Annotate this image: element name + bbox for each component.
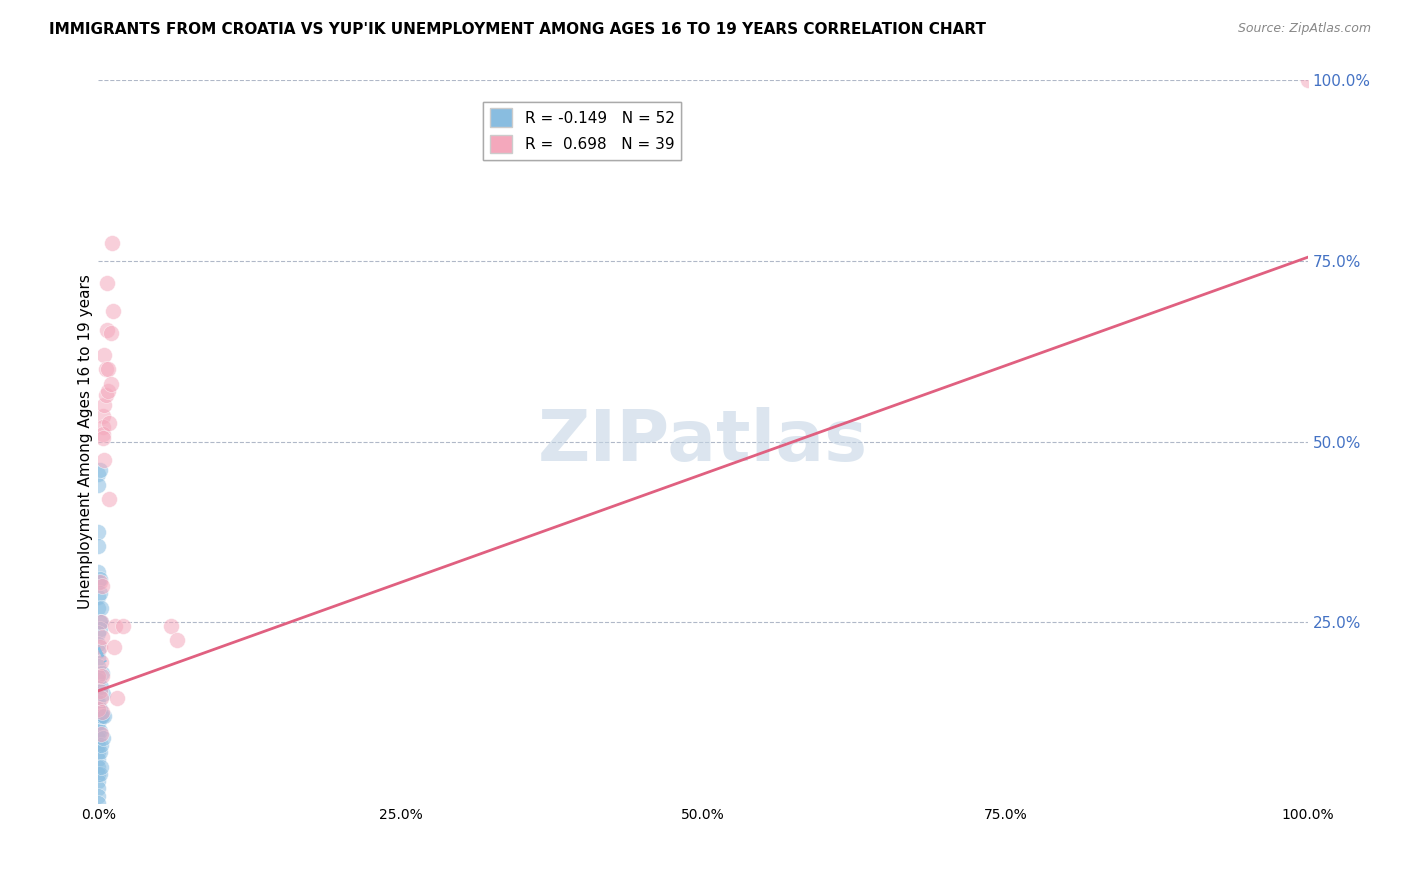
Point <box>96 276 118 290</box>
Point <box>87 716 110 731</box>
Point <box>96 322 118 336</box>
Point <box>87 651 110 665</box>
Point <box>87 723 110 738</box>
Text: ZIPatlas: ZIPatlas <box>538 407 868 476</box>
Point <box>91 706 114 720</box>
Point <box>90 691 112 706</box>
Point <box>87 774 110 789</box>
Point <box>100 326 122 340</box>
Point <box>91 431 114 445</box>
Point <box>91 731 114 745</box>
Point <box>90 615 112 630</box>
Point <box>89 745 111 759</box>
Point <box>87 702 110 716</box>
Point <box>100 376 122 391</box>
Point <box>89 572 111 586</box>
Point <box>87 644 110 658</box>
Point <box>94 362 117 376</box>
Point <box>87 467 110 481</box>
Point <box>93 398 115 412</box>
Point <box>91 579 114 593</box>
Point <box>87 673 110 687</box>
Point <box>91 427 114 442</box>
Point <box>91 409 114 424</box>
Point <box>90 738 112 752</box>
Point <box>91 669 114 683</box>
Text: IMMIGRANTS FROM CROATIA VS YUP'IK UNEMPLOYMENT AMONG AGES 16 TO 19 YEARS CORRELA: IMMIGRANTS FROM CROATIA VS YUP'IK UNEMPL… <box>49 22 986 37</box>
Point <box>93 709 115 723</box>
Point <box>89 615 111 630</box>
Point <box>89 723 111 738</box>
Point <box>111 619 134 633</box>
Point <box>91 687 114 701</box>
Point <box>94 387 117 401</box>
Point <box>90 615 112 630</box>
Point <box>89 640 111 655</box>
Point <box>87 709 110 723</box>
Point <box>87 524 110 539</box>
Point <box>166 633 188 648</box>
Y-axis label: Unemployment Among Ages 16 to 19 years: Unemployment Among Ages 16 to 19 years <box>77 274 93 609</box>
Point <box>87 731 110 745</box>
Point <box>87 738 110 752</box>
Point <box>87 637 110 651</box>
Point <box>105 691 128 706</box>
Point <box>90 760 112 774</box>
Point <box>1296 73 1319 87</box>
Point <box>160 619 183 633</box>
Point <box>89 767 111 781</box>
Point <box>91 709 114 723</box>
Point <box>97 362 120 376</box>
Point <box>87 600 110 615</box>
Point <box>103 640 125 655</box>
Point <box>91 630 114 644</box>
Point <box>89 702 111 716</box>
Point <box>87 745 110 759</box>
Point <box>87 565 110 579</box>
Point <box>87 695 110 709</box>
Point <box>87 665 110 680</box>
Point <box>93 348 115 362</box>
Point <box>89 463 111 477</box>
Point <box>90 600 112 615</box>
Point <box>87 781 110 796</box>
Point <box>87 478 110 492</box>
Point <box>89 683 111 698</box>
Point <box>89 586 111 600</box>
Point <box>90 680 112 694</box>
Point <box>98 492 121 507</box>
Point <box>93 452 115 467</box>
Point <box>87 658 110 673</box>
Point <box>90 655 112 669</box>
Point <box>87 789 110 803</box>
Point <box>104 619 127 633</box>
Point <box>87 752 110 766</box>
Point <box>90 709 112 723</box>
Text: Source: ZipAtlas.com: Source: ZipAtlas.com <box>1237 22 1371 36</box>
Point <box>87 760 110 774</box>
Point <box>91 665 114 680</box>
Legend: R = -0.149   N = 52, R =  0.698   N = 39: R = -0.149 N = 52, R = 0.698 N = 39 <box>484 103 681 160</box>
Point <box>100 235 122 250</box>
Point <box>98 417 121 431</box>
Point <box>87 669 110 683</box>
Point <box>87 796 110 810</box>
Point <box>87 626 110 640</box>
Point <box>101 304 124 318</box>
Point <box>87 680 110 694</box>
Point <box>87 767 110 781</box>
Point <box>87 702 110 716</box>
Point <box>89 623 111 637</box>
Point <box>97 384 120 398</box>
Point <box>89 575 111 590</box>
Point <box>87 539 110 553</box>
Point <box>90 727 112 741</box>
Point <box>87 590 110 604</box>
Point <box>87 687 110 701</box>
Point <box>87 575 110 590</box>
Point <box>91 420 114 434</box>
